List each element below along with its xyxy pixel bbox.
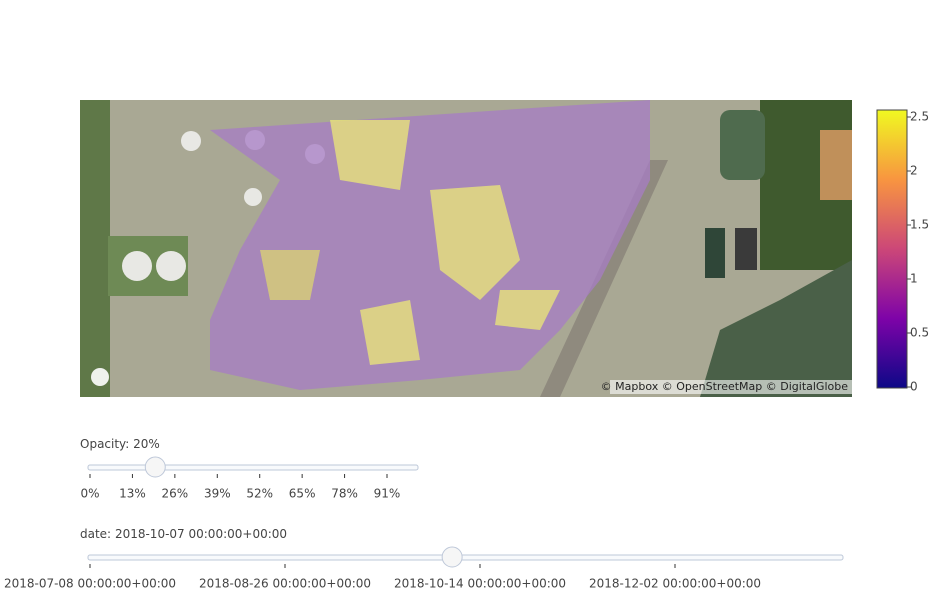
opacity-value: 20% bbox=[133, 437, 160, 451]
slider-tick-label: 2018-10-14 00:00:00+00:00 bbox=[394, 577, 566, 591]
slider-tick-label: 13% bbox=[119, 487, 146, 501]
tank bbox=[181, 131, 201, 151]
colorbar-tick-label: 1 bbox=[910, 272, 918, 286]
attribution[interactable]: © Mapbox © OpenStreetMap © DigitalGlobe bbox=[601, 380, 849, 393]
opacity-label: Opacity: 20% bbox=[80, 437, 160, 451]
slider-tick-label: 52% bbox=[246, 487, 273, 501]
slider-handle[interactable] bbox=[144, 456, 166, 478]
pond bbox=[720, 110, 765, 180]
map[interactable]: © Mapbox © OpenStreetMap © DigitalGlobe bbox=[80, 100, 852, 397]
date-value: 2018-10-07 00:00:00+00:00 bbox=[115, 527, 287, 541]
opacity-prefix: Opacity: bbox=[80, 437, 129, 451]
attribution-bg bbox=[610, 380, 852, 394]
basin bbox=[735, 228, 757, 270]
colorbar-tick-label: 0.5 bbox=[910, 326, 929, 340]
colorbar-tick-label: 2 bbox=[910, 164, 918, 178]
slider-tick-label: 65% bbox=[289, 487, 316, 501]
colorbar-tick-label: 2.5 bbox=[910, 110, 929, 124]
slider-tick-label: 26% bbox=[162, 487, 189, 501]
slider-tick-label: 0% bbox=[80, 487, 99, 501]
vegetation bbox=[80, 100, 110, 397]
heat-overlay bbox=[430, 185, 520, 300]
slider-tick-label: 2018-08-26 00:00:00+00:00 bbox=[199, 577, 371, 591]
opacity-track[interactable] bbox=[87, 464, 419, 471]
tank bbox=[122, 251, 152, 281]
heat-overlay bbox=[495, 290, 560, 330]
heat-overlay bbox=[330, 120, 410, 190]
slider-tick-label: 2018-07-08 00:00:00+00:00 bbox=[4, 577, 176, 591]
slider-handle[interactable] bbox=[441, 546, 463, 568]
colorbar bbox=[876, 109, 908, 389]
date-prefix: date: bbox=[80, 527, 111, 541]
slider-tick-label: 78% bbox=[331, 487, 358, 501]
date-label: date: 2018-10-07 00:00:00+00:00 bbox=[80, 527, 287, 541]
colorbar-tick-label: 0 bbox=[910, 380, 918, 394]
slider-tick-label: 39% bbox=[204, 487, 231, 501]
date-track[interactable] bbox=[87, 554, 844, 561]
pond bbox=[705, 228, 725, 278]
tank bbox=[244, 188, 262, 206]
heat-overlay bbox=[260, 250, 320, 300]
railway bbox=[540, 160, 668, 397]
slider-tick-label: 91% bbox=[374, 487, 401, 501]
field bbox=[820, 130, 852, 200]
lake bbox=[700, 260, 852, 397]
colorbar-tick-label: 1.5 bbox=[910, 218, 929, 232]
tank bbox=[156, 251, 186, 281]
heat-overlay bbox=[360, 300, 420, 365]
slider-tick-label: 2018-12-02 00:00:00+00:00 bbox=[589, 577, 761, 591]
mapbox-logo[interactable] bbox=[91, 368, 109, 386]
